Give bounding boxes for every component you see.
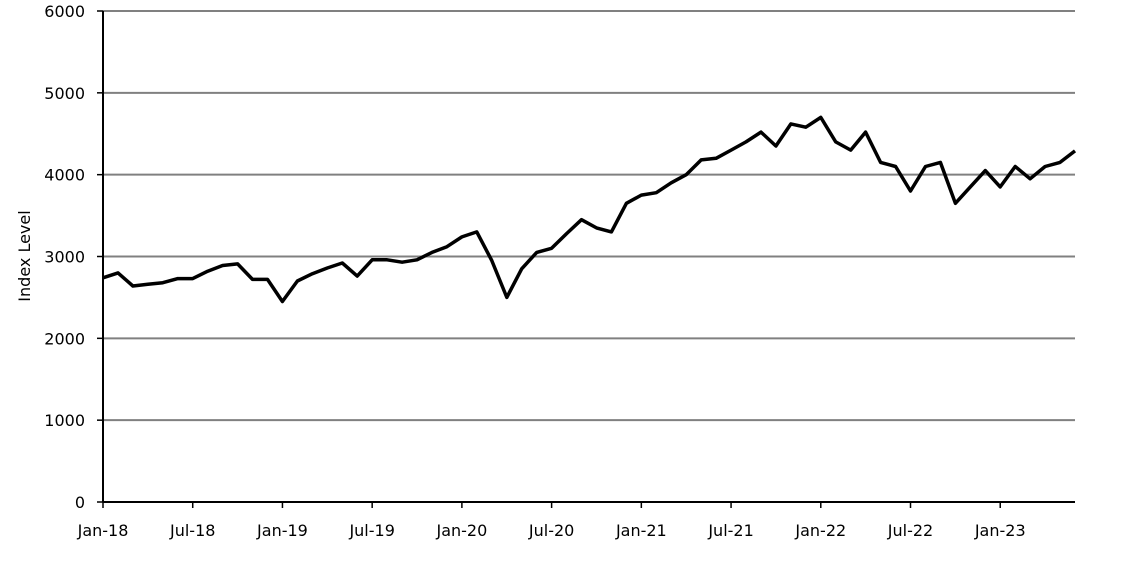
y-axis-label: Index Level bbox=[15, 210, 34, 301]
x-tick-label: Jan-21 bbox=[615, 521, 667, 540]
y-tick-label: 0 bbox=[75, 493, 85, 512]
x-tick-label: Jan-19 bbox=[256, 521, 308, 540]
y-tick-label: 3000 bbox=[44, 248, 85, 267]
x-tick-label: Jan-20 bbox=[435, 521, 487, 540]
x-tick-label: Jul-19 bbox=[348, 521, 394, 540]
data-line bbox=[102, 115, 1077, 304]
y-tick-label: 5000 bbox=[44, 84, 85, 103]
x-tick-label: Jan-22 bbox=[794, 521, 846, 540]
y-tick-label: 6000 bbox=[44, 2, 85, 21]
x-tick-label: Jan-23 bbox=[974, 521, 1026, 540]
y-tick-label: 1000 bbox=[44, 411, 85, 430]
x-tick-label: Jul-22 bbox=[887, 521, 933, 540]
x-tick-label: Jul-20 bbox=[528, 521, 574, 540]
y-tick-label: 4000 bbox=[44, 166, 85, 185]
x-tick-label: Jul-18 bbox=[169, 521, 215, 540]
y-tick-label: 2000 bbox=[44, 329, 85, 348]
x-tick-label: Jul-21 bbox=[707, 521, 753, 540]
x-tick-label: Jan-18 bbox=[77, 521, 129, 540]
